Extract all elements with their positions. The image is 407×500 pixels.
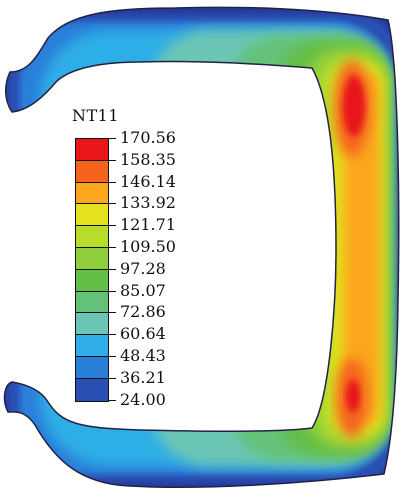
legend-tick	[108, 312, 116, 314]
legend-tick-column	[108, 138, 118, 401]
legend-tick	[108, 159, 116, 161]
legend-swatch	[76, 139, 108, 161]
legend-swatch	[76, 182, 108, 205]
legend-tick-label: 133.92	[120, 193, 176, 213]
legend-tick	[108, 203, 116, 205]
color-legend: NT11 170.56 158.35 146.14 133.92 121.71 109.5…	[72, 106, 222, 409]
legend-tick-label: 146.14	[120, 171, 176, 191]
field-band-146	[344, 72, 380, 424]
legend-tick	[108, 334, 116, 336]
legend-tick-label: 72.86	[120, 302, 166, 322]
legend-tick-label: 97.28	[120, 258, 166, 278]
legend-swatch	[76, 269, 108, 292]
legend-tick	[108, 247, 116, 248]
legend-swatch	[76, 356, 108, 379]
legend-swatch	[76, 335, 108, 357]
legend-swatch-column	[75, 138, 109, 402]
legend-swatch	[76, 291, 108, 314]
legend-tick	[108, 181, 116, 183]
legend-tick	[108, 290, 116, 292]
legend-tick	[108, 268, 116, 270]
legend-swatch	[76, 378, 108, 401]
tire-outline	[3, 6, 400, 488]
legend-tick-label: 60.64	[120, 324, 166, 344]
legend-tick-label: 109.50	[120, 237, 176, 256]
legend-swatch	[76, 226, 108, 248]
legend-tick-label: 85.07	[120, 280, 166, 300]
legend-swatch	[76, 204, 108, 227]
legend-tick	[108, 138, 116, 139]
legend-tick	[108, 356, 116, 357]
hot-spot-upper-core	[343, 76, 365, 136]
legend-tick	[108, 377, 116, 379]
legend-swatch	[76, 247, 108, 270]
legend-title: NT11	[72, 106, 120, 125]
legend-swatch	[76, 313, 108, 336]
legend-tick-label: 24.00	[120, 389, 166, 409]
legend-tick-label: 121.71	[120, 215, 176, 235]
hot-spot-lower-core	[346, 380, 360, 412]
legend-tick-label: 48.43	[120, 346, 166, 365]
legend-tick-label: 36.21	[120, 367, 166, 387]
legend-swatch	[76, 160, 108, 183]
legend-tick	[108, 225, 116, 227]
legend-tick	[108, 399, 116, 401]
legend-tick-label: 158.35	[120, 149, 176, 169]
legend-tick-label: 170.56	[120, 128, 176, 147]
